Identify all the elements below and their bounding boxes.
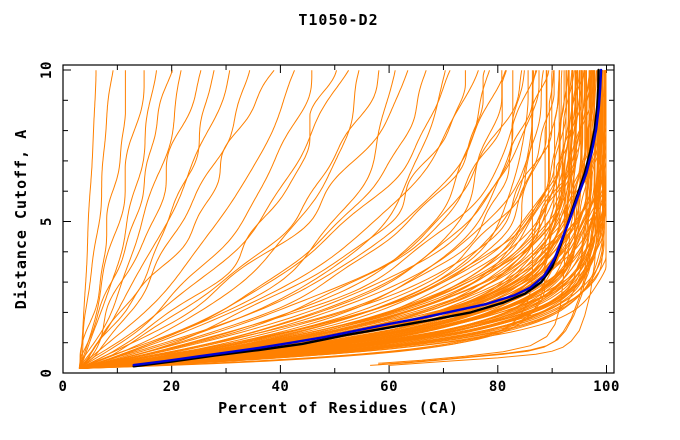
prediction-curve (79, 70, 544, 369)
y-tick-label: 0 (39, 369, 55, 378)
x-tick-label: 20 (163, 379, 181, 395)
prediction-curve (79, 70, 486, 369)
chart-title: T1050-D2 (298, 11, 379, 29)
prediction-curve (79, 70, 523, 369)
outlier-curve (370, 69, 602, 366)
x-tick-label: 60 (380, 379, 398, 395)
prediction-curve (78, 70, 350, 369)
prediction-curve (79, 70, 567, 369)
outlier-curve (378, 69, 573, 364)
prediction-curve (79, 70, 427, 369)
prediction-curve (79, 70, 337, 369)
prediction-curve (79, 70, 548, 369)
highlight-curve-model-black (132, 68, 600, 368)
prediction-curve (79, 70, 582, 369)
outlier-curves (370, 69, 604, 366)
x-tick-label: 40 (271, 379, 289, 395)
prediction-curve (78, 70, 114, 369)
prediction-curve (78, 70, 202, 369)
prediction-curve (79, 70, 380, 369)
prediction-curve (79, 70, 540, 369)
prediction-curve (79, 70, 603, 369)
prediction-curve (78, 70, 145, 369)
prediction-curve (79, 70, 550, 369)
prediction-curve (79, 70, 507, 369)
prediction-curve (79, 70, 560, 369)
prediction-curve (79, 70, 561, 369)
prediction-curve (79, 70, 360, 369)
y-tick-label: 5 (39, 217, 55, 226)
y-tick-labels: 0 5 10 (39, 61, 55, 377)
prediction-curve (79, 70, 585, 369)
prediction-curve (79, 70, 606, 369)
prediction-curve (78, 70, 97, 369)
x-tick-label: 0 (59, 379, 68, 395)
prediction-curve (78, 70, 295, 369)
prediction-curve (78, 70, 173, 369)
prediction-curve (78, 70, 157, 369)
prediction-curve (79, 70, 607, 369)
prediction-curves (78, 69, 607, 369)
prediction-curve (79, 70, 565, 369)
y-tick-label: 10 (39, 61, 55, 79)
prediction-curve (78, 70, 182, 369)
outlier-curve (389, 69, 604, 366)
prediction-curve (79, 70, 553, 369)
prediction-curve (78, 70, 251, 369)
prediction-curve (79, 70, 479, 369)
prediction-curve (79, 70, 555, 369)
prediction-curve (78, 70, 126, 369)
x-axis-label: Percent of Residues (CA) (218, 399, 459, 417)
prediction-curve (79, 70, 503, 369)
prediction-curve (78, 70, 231, 369)
prediction-curve (79, 70, 597, 369)
prediction-curve (79, 70, 586, 369)
prediction-curve (79, 70, 585, 369)
prediction-curve (79, 70, 578, 369)
prediction-curve (78, 69, 275, 369)
prediction-curve (79, 70, 451, 369)
x-tick-label: 80 (489, 379, 507, 395)
prediction-curve (79, 70, 533, 369)
prediction-curve (79, 70, 538, 369)
x-tick-labels: 0 20 40 60 80 100 (59, 379, 620, 395)
prediction-curve (79, 70, 490, 369)
highlight-curve-model-blue (132, 68, 603, 367)
prediction-curve (79, 70, 313, 369)
prediction-curve (79, 70, 593, 369)
prediction-curve (79, 70, 409, 369)
x-tick-label: 100 (593, 379, 620, 395)
prediction-curve (79, 70, 537, 369)
prediction-curve (79, 70, 573, 369)
prediction-curve (79, 70, 525, 369)
plot-frame (62, 64, 615, 374)
prediction-curve (79, 70, 396, 369)
